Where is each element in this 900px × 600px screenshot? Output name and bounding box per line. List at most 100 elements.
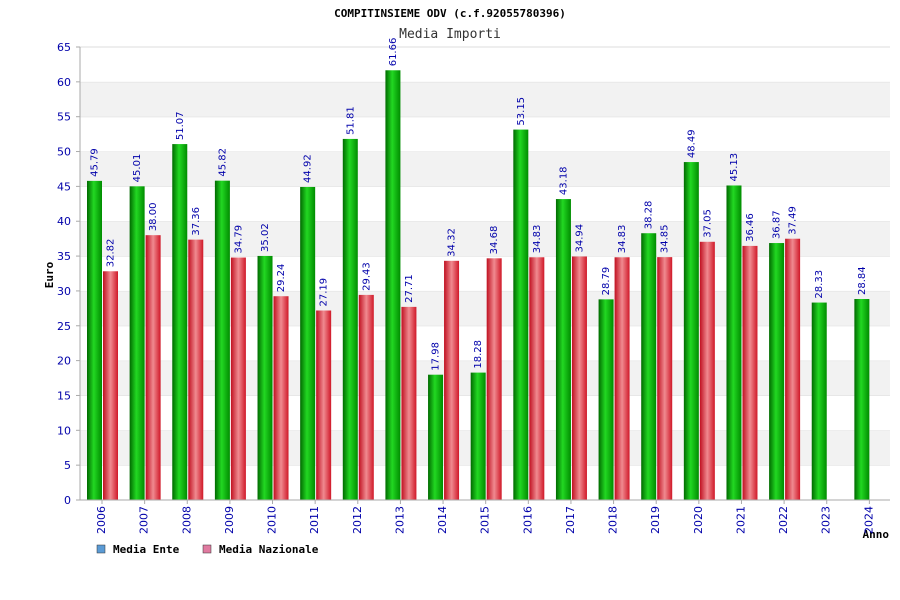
grid-band — [80, 116, 890, 152]
bar-media-nazionale-2018 — [614, 257, 630, 500]
data-label: 18.28 — [473, 340, 484, 369]
bar-media-nazionale-2012 — [358, 294, 374, 500]
x-tick-label: 2009 — [223, 506, 236, 534]
x-tick-label: 2016 — [521, 506, 534, 534]
bar-media-nazionale-2014 — [444, 260, 460, 500]
data-label: 45.01 — [132, 154, 143, 183]
x-tick-label: 2014 — [436, 506, 449, 534]
data-label: 38.00 — [148, 203, 159, 232]
legend-label-media-ente: Media Ente — [113, 543, 180, 556]
data-label: 38.28 — [644, 201, 655, 230]
bar-media-ente-2010 — [257, 255, 273, 500]
x-axis-label: Anno — [863, 528, 890, 541]
x-tick-label: 2011 — [308, 506, 321, 534]
data-label: 44.92 — [303, 154, 314, 183]
bar-media-ente-2017 — [555, 199, 571, 501]
data-label: 34.32 — [447, 228, 458, 257]
grid-band — [80, 151, 890, 187]
data-label: 43.18 — [558, 166, 569, 195]
data-label: 29.43 — [361, 262, 372, 291]
data-label: 34.83 — [532, 225, 543, 254]
y-axis-label: Euro — [43, 261, 56, 288]
data-label: 34.85 — [660, 224, 671, 253]
data-label: 34.68 — [489, 226, 500, 255]
bar-media-nazionale-2019 — [657, 257, 673, 500]
bar-media-nazionale-2016 — [529, 257, 545, 500]
bar-media-ente-2022 — [769, 243, 785, 500]
chart-title: COMPITINSIEME ODV (c.f.92055780396) — [334, 7, 566, 20]
bar-media-ente-2023 — [811, 302, 827, 500]
y-tick-label: 5 — [64, 459, 71, 472]
data-label: 53.15 — [516, 97, 527, 126]
bar-media-nazionale-2021 — [742, 245, 758, 500]
legend-swatch-media-ente — [96, 544, 106, 554]
bar-media-ente-2020 — [683, 162, 699, 500]
chart-subtitle: Media Importi — [399, 27, 501, 42]
bar-media-ente-2024 — [854, 299, 870, 500]
data-label: 34.83 — [617, 225, 628, 254]
bar-media-nazionale-2020 — [699, 241, 715, 501]
bar-media-nazionale-2011 — [316, 310, 332, 500]
x-tick-label: 2018 — [607, 506, 620, 534]
x-tick-label: 2023 — [820, 506, 833, 534]
data-label: 37.49 — [788, 206, 799, 235]
grid-band — [80, 81, 890, 117]
data-label: 27.19 — [319, 278, 330, 307]
data-label: 45.82 — [217, 148, 228, 177]
bar-media-ente-2015 — [470, 372, 486, 500]
y-tick-label: 25 — [57, 320, 71, 333]
data-label: 45.13 — [729, 153, 740, 182]
bar-media-ente-2021 — [726, 185, 742, 500]
data-label: 28.79 — [601, 267, 612, 296]
data-label: 48.49 — [686, 129, 697, 158]
y-tick-label: 50 — [57, 146, 71, 159]
x-tick-label: 2024 — [862, 506, 875, 534]
y-axis-ticks: 0 5 10 15 20 25 30 35 40 45 50 55 60 65 — [57, 41, 80, 507]
data-label: 36.46 — [745, 213, 756, 242]
y-tick-label: 55 — [57, 111, 71, 124]
y-tick-label: 40 — [57, 215, 71, 228]
grid-band — [80, 47, 890, 82]
legend: Media Ente Media Nazionale — [96, 543, 319, 556]
bars: 45.79 32.82 45.01 38.00 51.07 37.36 45.82 34.79… — [87, 38, 870, 501]
x-tick-label: 2019 — [649, 506, 662, 534]
bar-media-nazionale-2007 — [145, 235, 161, 500]
x-tick-label: 2010 — [266, 506, 279, 534]
data-label: 17.98 — [431, 342, 442, 371]
data-label: 61.66 — [388, 38, 399, 67]
bar-media-nazionale-2022 — [785, 238, 801, 500]
bar-media-nazionale-2017 — [571, 256, 587, 500]
y-tick-label: 30 — [57, 285, 71, 298]
data-label: 45.79 — [90, 148, 101, 177]
data-label: 27.71 — [404, 274, 415, 303]
legend-swatch-media-nazionale — [202, 544, 212, 554]
x-tick-label: 2008 — [180, 506, 193, 534]
y-tick-label: 20 — [57, 355, 71, 368]
bar-media-ente-2011 — [300, 186, 316, 501]
bar-media-ente-2008 — [172, 144, 188, 500]
legend-label-media-nazionale: Media Nazionale — [219, 543, 319, 556]
bar-media-nazionale-2009 — [230, 257, 246, 500]
bar-media-ente-2014 — [428, 374, 444, 500]
bar-media-ente-2019 — [641, 233, 657, 501]
data-label: 34.79 — [233, 225, 244, 254]
y-tick-label: 65 — [57, 41, 71, 54]
data-label: 32.82 — [106, 239, 117, 268]
data-label: 34.94 — [574, 224, 585, 253]
x-axis-ticks: 2006 2007 2008 2009 2010 2011 2012 2013 2014 2015… — [95, 500, 875, 534]
bar-media-ente-2016 — [513, 129, 529, 500]
x-tick-label: 2021 — [734, 506, 747, 534]
bar-media-nazionale-2010 — [273, 296, 289, 500]
y-tick-label: 10 — [57, 424, 71, 437]
y-tick-label: 45 — [57, 180, 71, 193]
bar-media-ente-2007 — [129, 186, 145, 500]
data-label: 35.02 — [260, 223, 271, 252]
y-tick-label: 35 — [57, 250, 71, 263]
data-label: 28.84 — [857, 266, 868, 295]
data-label: 28.33 — [814, 270, 825, 299]
bar-media-nazionale-2015 — [486, 258, 502, 500]
x-tick-label: 2017 — [564, 506, 577, 534]
y-tick-label: 15 — [57, 389, 71, 402]
bar-media-ente-2018 — [598, 299, 614, 500]
